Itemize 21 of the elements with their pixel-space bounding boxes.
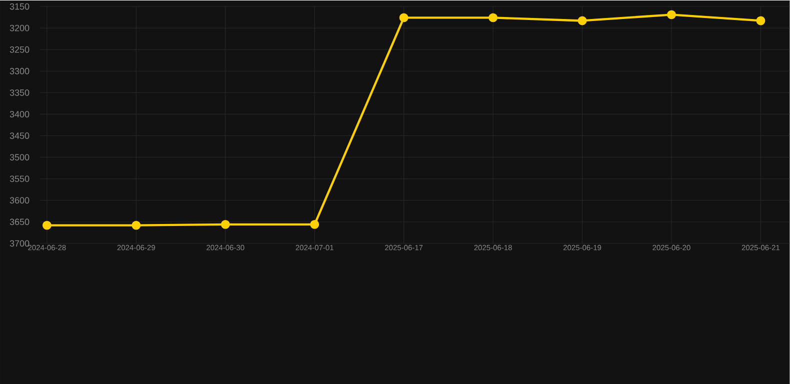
point (310, 220, 320, 229)
point (42, 220, 52, 230)
y-tick-label: 3400 (10, 110, 30, 118)
point (667, 10, 676, 19)
y-tick-label: 3500 (10, 154, 30, 160)
y-tick-label: 3250 (10, 46, 30, 53)
y-tick-label: 3550 (10, 175, 30, 182)
y-tick-label: 3650 (10, 218, 30, 225)
point (578, 16, 587, 26)
y-tick-label: 3700 (10, 240, 30, 246)
point (399, 13, 408, 22)
y-tick-label: 3300 (10, 68, 30, 74)
y-tick-label: 3150 (10, 3, 30, 10)
point (756, 16, 766, 26)
y-tick-label: 3200 (10, 24, 30, 32)
point (488, 13, 498, 22)
y-tick-label: 3600 (10, 196, 30, 204)
y-tick-label: 3350 (10, 89, 30, 96)
point (220, 220, 230, 229)
point (132, 220, 141, 230)
y-tick-label: 3450 (10, 132, 30, 139)
